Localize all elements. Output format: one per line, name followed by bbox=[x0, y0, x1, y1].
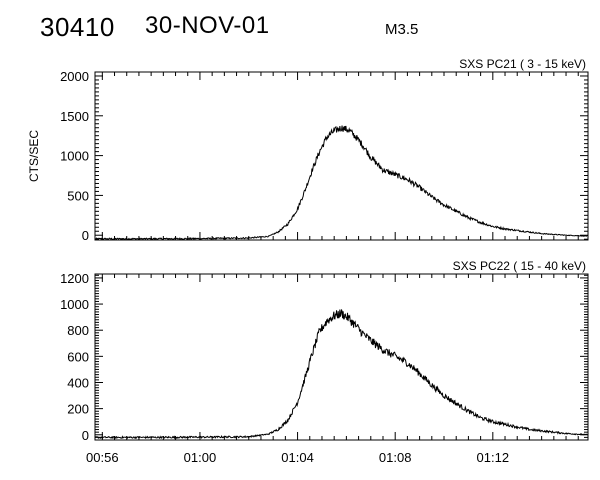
y-tick-label: 1000 bbox=[60, 297, 89, 312]
y-tick-label: 0 bbox=[82, 228, 89, 243]
y-tick-label: 500 bbox=[67, 188, 89, 203]
panel-pc22: SXS PC22 ( 15 - 40 keV) 0 200 400 600 800 1000… bbox=[60, 259, 589, 465]
x-tick-label: 01:12 bbox=[477, 450, 510, 465]
flare-class: M3.5 bbox=[385, 21, 419, 38]
y-tick-label: 400 bbox=[67, 375, 89, 390]
y-tick-label: 1000 bbox=[60, 149, 89, 164]
plot-frame bbox=[94, 71, 589, 241]
x-tick-label: 01:08 bbox=[379, 450, 412, 465]
y-tick-label: 1500 bbox=[60, 109, 89, 124]
y-axis-label: CTS/SEC bbox=[27, 130, 41, 182]
panel-pc21: SXS PC21 ( 3 - 15 keV) CTS/SEC 0 500 1000 150… bbox=[27, 57, 589, 243]
x-tick-label: 01:00 bbox=[184, 450, 217, 465]
event-id: 30410 bbox=[40, 12, 115, 42]
y-tick-label: 2000 bbox=[60, 69, 89, 84]
y-tick-label: 1200 bbox=[60, 271, 89, 286]
x-tick-label: 01:04 bbox=[281, 450, 314, 465]
y-tick-label: 200 bbox=[67, 402, 89, 417]
x-tick-label: 00:56 bbox=[86, 450, 119, 465]
event-date: 30-NOV-01 bbox=[145, 12, 270, 39]
panel-title: SXS PC21 ( 3 - 15 keV) bbox=[459, 57, 586, 71]
panel-title: SXS PC22 ( 15 - 40 keV) bbox=[453, 259, 586, 273]
y-tick-label: 600 bbox=[67, 349, 89, 364]
y-tick-label: 800 bbox=[67, 323, 89, 338]
plot-frame bbox=[94, 273, 589, 441]
series-line-0 bbox=[94, 309, 589, 440]
y-tick-label: 0 bbox=[82, 428, 89, 443]
series-line-0 bbox=[94, 125, 589, 241]
